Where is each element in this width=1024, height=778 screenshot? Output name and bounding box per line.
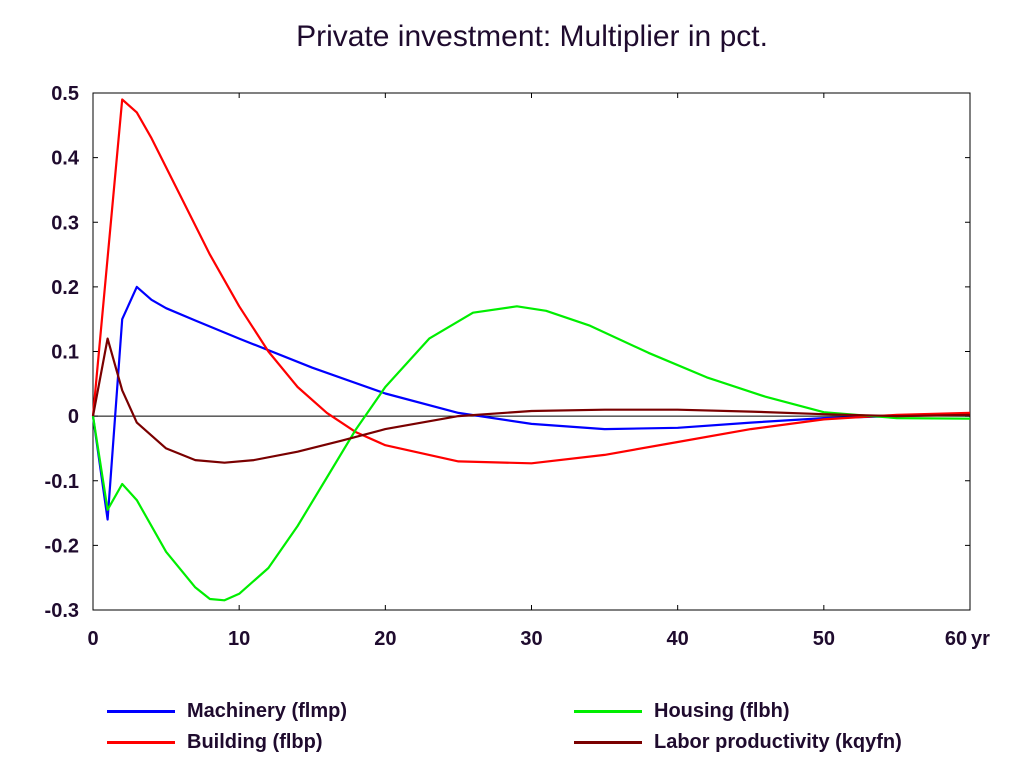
x-tick-label: 40 — [667, 628, 689, 650]
x-tick-label: 50 — [813, 628, 835, 650]
series-line-building — [91, 98, 971, 465]
legend-item-housing: Housing (flbh) — [574, 700, 790, 723]
y-tick-label: 0.4 — [51, 148, 80, 170]
y-tick-label: -0.1 — [45, 471, 79, 493]
legend-item-building: Building (flbp) — [107, 731, 323, 754]
legend-label-labor-productivity: Labor productivity (kqyfn) — [654, 731, 902, 753]
series-line-housing — [91, 305, 971, 602]
x-tick-label: 20 — [374, 628, 396, 650]
axes — [92, 92, 971, 611]
y-tick-label: 0.5 — [51, 83, 79, 105]
y-tick-label: -0.2 — [45, 535, 79, 557]
plot-frame — [92, 92, 971, 611]
y-tick-label: 0.3 — [51, 212, 79, 234]
y-tick-label: 0.1 — [51, 342, 79, 364]
legend-label-machinery: Machinery (flmp) — [187, 700, 348, 722]
series-line-machinery — [91, 285, 971, 521]
chart-title: Private investment: Multiplier in pct. — [296, 20, 768, 53]
legend-item-labor-productivity: Labor productivity (kqyfn) — [574, 731, 902, 754]
series-lines — [91, 98, 971, 602]
legend-swatch-machinery — [107, 710, 175, 713]
legend-label-building: Building (flbp) — [187, 731, 323, 753]
x-tick-label: 30 — [520, 628, 542, 650]
legend-label-housing: Housing (flbh) — [654, 700, 790, 722]
legend-swatch-housing — [574, 710, 642, 713]
series-line-labor-productivity — [91, 337, 971, 464]
legend-swatch-labor-productivity — [574, 741, 642, 744]
y-tick-label: 0.2 — [51, 277, 79, 299]
legend-swatch-building — [107, 741, 175, 744]
legend-item-machinery: Machinery (flmp) — [107, 700, 347, 723]
x-tick-label: 10 — [228, 628, 250, 650]
y-tick-label: 0 — [68, 406, 79, 428]
x-tick-label: 0 — [87, 628, 98, 650]
y-tick-label: -0.3 — [45, 600, 79, 622]
tick-labels: 0.5 0.4 0.3 0.2 0.1 0 -0.1 -0.2 -0.3 0 10 20 30 40 50 6… — [45, 83, 991, 650]
x-tick-label: 60 — [945, 628, 967, 650]
x-unit-label: yr — [971, 628, 990, 650]
